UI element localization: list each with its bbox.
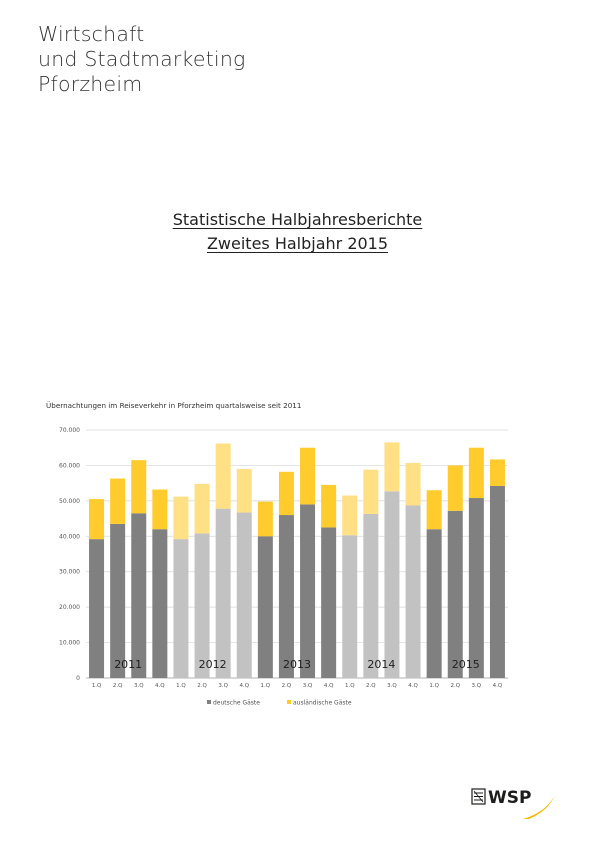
bar-deutsche-gaeste: [384, 491, 400, 678]
x-tick-label: 4.Q: [324, 683, 334, 689]
bar-deutsche-gaeste: [110, 523, 126, 678]
bar-deutsche-gaeste: [236, 512, 252, 678]
x-tick-label: 1.Q: [176, 683, 186, 689]
x-tick-label: 1.Q: [92, 683, 102, 689]
bar-auslaendische-gaeste: [131, 460, 147, 514]
x-tick-label: 4.Q: [239, 683, 249, 689]
bar-auslaendische-gaeste: [426, 490, 442, 530]
x-tick-label: 1.Q: [429, 683, 439, 689]
y-tick-label: 0: [76, 675, 80, 682]
bar-deutsche-gaeste: [194, 533, 210, 678]
bar-deutsche-gaeste: [300, 504, 316, 678]
bar-auslaendische-gaeste: [405, 462, 421, 506]
x-tick-label: 3.Q: [134, 683, 144, 689]
bar-deutsche-gaeste: [489, 485, 505, 678]
bar-auslaendische-gaeste: [257, 501, 273, 537]
x-tick-label: 4.Q: [493, 683, 503, 689]
x-tick-label: 3.Q: [303, 683, 313, 689]
bar-auslaendische-gaeste: [152, 489, 168, 530]
bar-auslaendische-gaeste: [194, 483, 210, 534]
y-tick-label: 10.000: [59, 640, 80, 647]
bar-auslaendische-gaeste: [89, 499, 105, 540]
bar-auslaendische-gaeste: [447, 465, 463, 511]
bar-deutsche-gaeste: [152, 529, 168, 678]
y-tick-label: 70.000: [59, 427, 80, 434]
bar-auslaendische-gaeste: [342, 495, 358, 536]
x-tick-label: 1.Q: [345, 683, 355, 689]
report-title: Statistische Halbjahresberichte Zweites …: [0, 208, 595, 256]
legend-label-auslaendische-gaeste: ausländische Gäste: [293, 700, 352, 707]
bar-auslaendische-gaeste: [215, 443, 231, 509]
bar-deutsche-gaeste: [215, 508, 231, 678]
x-tick-label: 2.Q: [282, 683, 292, 689]
x-tick-label: 4.Q: [155, 683, 165, 689]
bar-auslaendische-gaeste: [278, 471, 294, 516]
year-label: 2013: [283, 658, 311, 671]
x-tick-label: 2.Q: [366, 683, 376, 689]
x-tick-label: 3.Q: [387, 683, 397, 689]
bar-deutsche-gaeste: [278, 515, 294, 678]
chart-title: Übernachtungen im Reiseverkehr in Pforzh…: [46, 401, 302, 410]
x-tick-label: 2.Q: [197, 683, 207, 689]
overnight-stays-chart: 0 10.000 20.000 30.000 40.000 50.000 60.000 70.…: [59, 427, 508, 707]
wsp-logo-text: WSP: [488, 788, 531, 808]
bar-deutsche-gaeste: [405, 505, 421, 678]
y-tick-label: 40.000: [59, 533, 80, 540]
year-label: 2012: [199, 658, 227, 671]
bar-deutsche-gaeste: [131, 513, 147, 678]
x-tick-label: 3.Q: [472, 683, 482, 689]
bar-auslaendische-gaeste: [384, 442, 400, 492]
bar-auslaendische-gaeste: [300, 447, 316, 505]
bar-deutsche-gaeste: [426, 529, 442, 678]
org-line-2: und Stadtmarketing: [38, 47, 246, 71]
x-tick-label: 2.Q: [450, 683, 460, 689]
x-tick-label: 1.Q: [261, 683, 271, 689]
report-title-line-2: Zweites Halbjahr 2015: [206, 234, 389, 253]
y-tick-label: 60.000: [59, 462, 80, 469]
y-tick-label: 30.000: [59, 569, 80, 576]
bar-auslaendische-gaeste: [363, 469, 379, 514]
legend-swatch-auslaendische-gaeste: [287, 700, 291, 704]
bar-deutsche-gaeste: [321, 527, 337, 678]
bar-auslaendische-gaeste: [489, 459, 505, 486]
organization-name: Wirtschaft und Stadtmarketing Pforzheim: [38, 22, 246, 97]
x-tick-label: 3.Q: [218, 683, 228, 689]
x-tick-label: 2.Q: [113, 683, 123, 689]
year-label: 2011: [114, 658, 142, 671]
org-line-3: Pforzheim: [38, 72, 143, 96]
bar-deutsche-gaeste: [257, 536, 273, 678]
bar-deutsche-gaeste: [363, 513, 379, 678]
bar-auslaendische-gaeste: [321, 484, 337, 528]
bar-deutsche-gaeste: [468, 498, 484, 678]
bar-auslaendische-gaeste: [236, 468, 252, 513]
report-title-line-1: Statistische Halbjahresberichte: [172, 210, 423, 229]
bar-auslaendische-gaeste: [468, 447, 484, 499]
bar-deutsche-gaeste: [447, 510, 463, 678]
bar-auslaendische-gaeste: [110, 478, 126, 524]
bar-deutsche-gaeste: [342, 535, 358, 678]
wsp-logo: WSP: [471, 788, 554, 819]
x-tick-label: 4.Q: [408, 683, 418, 689]
year-label: 2015: [452, 658, 480, 671]
org-line-1: Wirtschaft: [38, 22, 145, 46]
bar-auslaendische-gaeste: [173, 496, 189, 540]
legend-label-deutsche-gaeste: deutsche Gäste: [213, 700, 260, 707]
bar-deutsche-gaeste: [89, 539, 105, 678]
year-label: 2014: [367, 658, 395, 671]
y-tick-label: 20.000: [59, 604, 80, 611]
y-tick-label: 50.000: [59, 498, 80, 505]
bar-deutsche-gaeste: [173, 539, 189, 678]
wsp-logo-mark-icon: [471, 788, 486, 805]
legend-swatch-deutsche-gaeste: [207, 700, 211, 704]
